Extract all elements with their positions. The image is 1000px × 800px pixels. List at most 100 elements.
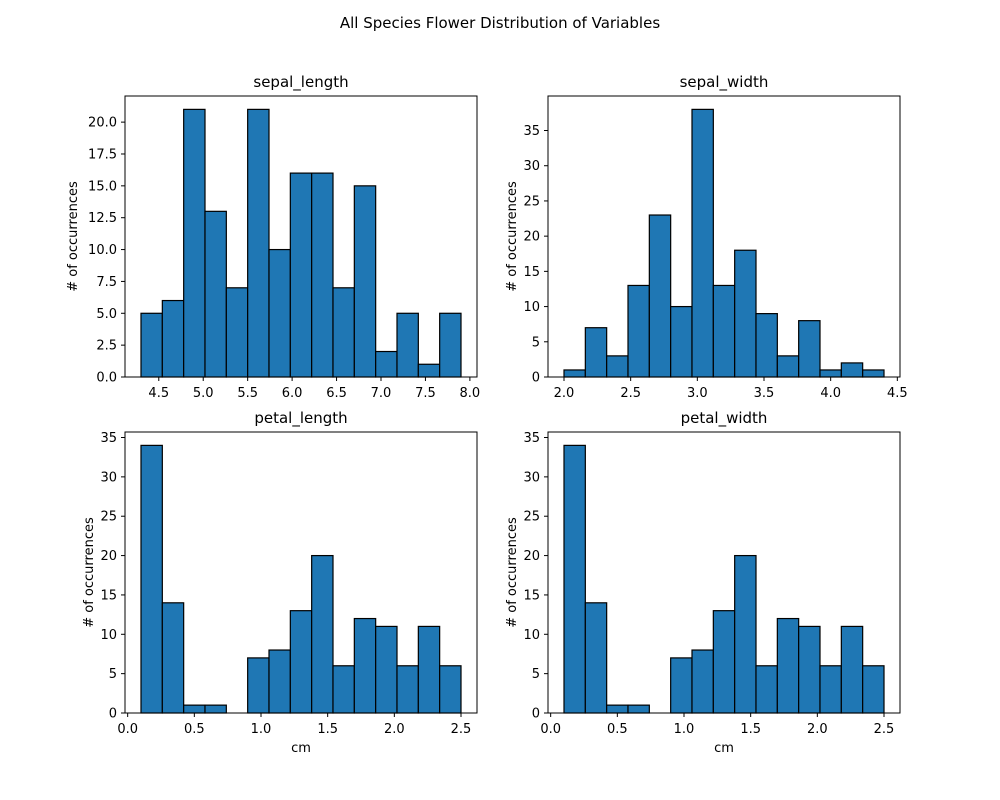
histogram-bar xyxy=(819,665,842,714)
y-tick-label: 15 xyxy=(523,588,540,603)
y-tick-label: 10.0 xyxy=(88,243,117,258)
histogram-bar xyxy=(691,649,714,714)
histogram-bar xyxy=(161,299,185,378)
x-tick-label: 3.5 xyxy=(754,386,775,401)
histogram-bar xyxy=(439,665,462,714)
y-tick-label: 15.0 xyxy=(88,179,117,194)
y-tick-label: 0.0 xyxy=(96,371,117,386)
y-tick-label: 20 xyxy=(523,549,540,564)
histogram-bar xyxy=(247,108,270,378)
histogram-bar xyxy=(161,602,185,714)
x-tick-label: 0.5 xyxy=(184,722,205,737)
x-tick-label: 3.0 xyxy=(687,386,708,401)
x-tick-label: 2.5 xyxy=(451,722,472,737)
histogram-bar xyxy=(584,602,608,714)
x-tick-label: 1.0 xyxy=(251,722,272,737)
histogram-bar xyxy=(670,305,693,378)
y-tick-label: 10 xyxy=(100,628,117,643)
histogram-bar xyxy=(755,313,778,378)
y-tick-label: 30 xyxy=(523,470,540,485)
histogram-bar xyxy=(204,210,227,378)
histogram-bar xyxy=(289,610,313,714)
x-tick-label: 2.5 xyxy=(874,722,895,737)
histogram-bar xyxy=(798,320,821,378)
x-tick-label: 2.0 xyxy=(807,722,828,737)
y-tick-label: 30 xyxy=(523,159,540,174)
y-tick-label: 0 xyxy=(532,707,540,722)
histogram-bar xyxy=(353,185,377,378)
x-axis-label: cm xyxy=(291,741,311,756)
x-tick-label: 0.0 xyxy=(117,722,138,737)
histogram-bar xyxy=(375,625,398,714)
x-tick-label: 6.5 xyxy=(326,386,347,401)
histogram-bar xyxy=(648,214,672,378)
y-tick-label: 15 xyxy=(100,588,117,603)
subplot-title: sepal_length xyxy=(253,73,348,92)
histogram-bar xyxy=(798,625,821,714)
y-tick-label: 25 xyxy=(100,510,117,525)
histogram-bar xyxy=(268,248,291,378)
subplot-title: sepal_width xyxy=(680,73,769,92)
x-tick-label: 1.5 xyxy=(740,722,761,737)
y-axis-label: # of occurrences xyxy=(66,181,81,292)
x-tick-label: 2.0 xyxy=(554,386,575,401)
y-tick-label: 7.5 xyxy=(96,275,117,290)
axes-frame xyxy=(547,431,901,714)
histogram-bar xyxy=(670,657,693,714)
y-tick-label: 30 xyxy=(100,470,117,485)
y-tick-label: 17.5 xyxy=(88,147,117,162)
histogram-bar xyxy=(840,625,864,714)
histogram-bar xyxy=(712,284,736,378)
histogram-bar xyxy=(776,617,800,714)
y-tick-label: 0 xyxy=(109,707,117,722)
histogram-bar xyxy=(183,108,206,378)
y-tick-label: 5 xyxy=(532,667,540,682)
subplot-petal_width: 0.0 0.5 1.0 1.5 2.0 2.5 0 5 10 15 20 25 30 35 petal_wi… xyxy=(505,409,901,756)
histogram-bar xyxy=(584,327,608,378)
axes-frame xyxy=(124,431,478,714)
histogram-bar xyxy=(627,704,650,714)
histogram-bar xyxy=(563,444,586,714)
x-tick-label: 7.0 xyxy=(371,386,392,401)
y-axis-label: # of occurrences xyxy=(505,517,520,628)
histogram-bar xyxy=(840,362,864,378)
x-tick-label: 6.0 xyxy=(282,386,303,401)
y-axis-label: # of occurrences xyxy=(82,517,97,628)
x-tick-label: 4.5 xyxy=(887,386,908,401)
x-tick-label: 2.0 xyxy=(384,722,405,737)
y-tick-label: 35 xyxy=(523,124,540,139)
x-tick-label: 2.5 xyxy=(620,386,641,401)
y-tick-label: 5 xyxy=(532,335,540,350)
x-axis-label: cm xyxy=(714,741,734,756)
histogram-bar xyxy=(140,312,163,378)
histogram-bar xyxy=(417,363,441,378)
y-tick-label: 20.0 xyxy=(88,116,117,131)
histogram-bar xyxy=(819,369,842,378)
subplot-title: petal_width xyxy=(681,409,768,428)
histogram-bar xyxy=(563,369,586,378)
histogram-bar xyxy=(734,554,757,714)
x-tick-label: 4.0 xyxy=(820,386,841,401)
histogram-bar xyxy=(776,355,800,378)
x-tick-label: 5.0 xyxy=(193,386,214,401)
histogram-bar xyxy=(247,657,270,714)
histogram-bar xyxy=(755,665,778,714)
histogram-bar xyxy=(268,649,291,714)
subplot-petal_length: 0.0 0.5 1.0 1.5 2.0 2.5 0 5 10 15 20 25 30 35 petal_le… xyxy=(82,409,478,756)
subplot-sepal_length: 4.5 5.0 5.5 6.0 6.5 7.0 7.5 8.0 0.0 2.5 5.0 7.5 10.0… xyxy=(66,73,480,401)
x-tick-label: 1.0 xyxy=(674,722,695,737)
y-tick-label: 25 xyxy=(523,194,540,209)
histogram-bar xyxy=(606,355,629,378)
histogram-bar xyxy=(627,284,650,378)
axes-frame xyxy=(124,95,478,378)
histogram-bar xyxy=(204,704,227,714)
x-tick-label: 4.5 xyxy=(148,386,169,401)
y-tick-label: 5 xyxy=(109,667,117,682)
y-tick-label: 10 xyxy=(523,300,540,315)
subplot-sepal_width: 2.0 2.5 3.0 3.5 4.0 4.5 0 5 10 15 20 25 30 35 sepal_wi… xyxy=(505,73,908,401)
histogram-bar xyxy=(734,249,757,378)
histogram-bar xyxy=(332,665,355,714)
x-tick-label: 0.5 xyxy=(607,722,628,737)
y-tick-label: 25 xyxy=(523,510,540,525)
